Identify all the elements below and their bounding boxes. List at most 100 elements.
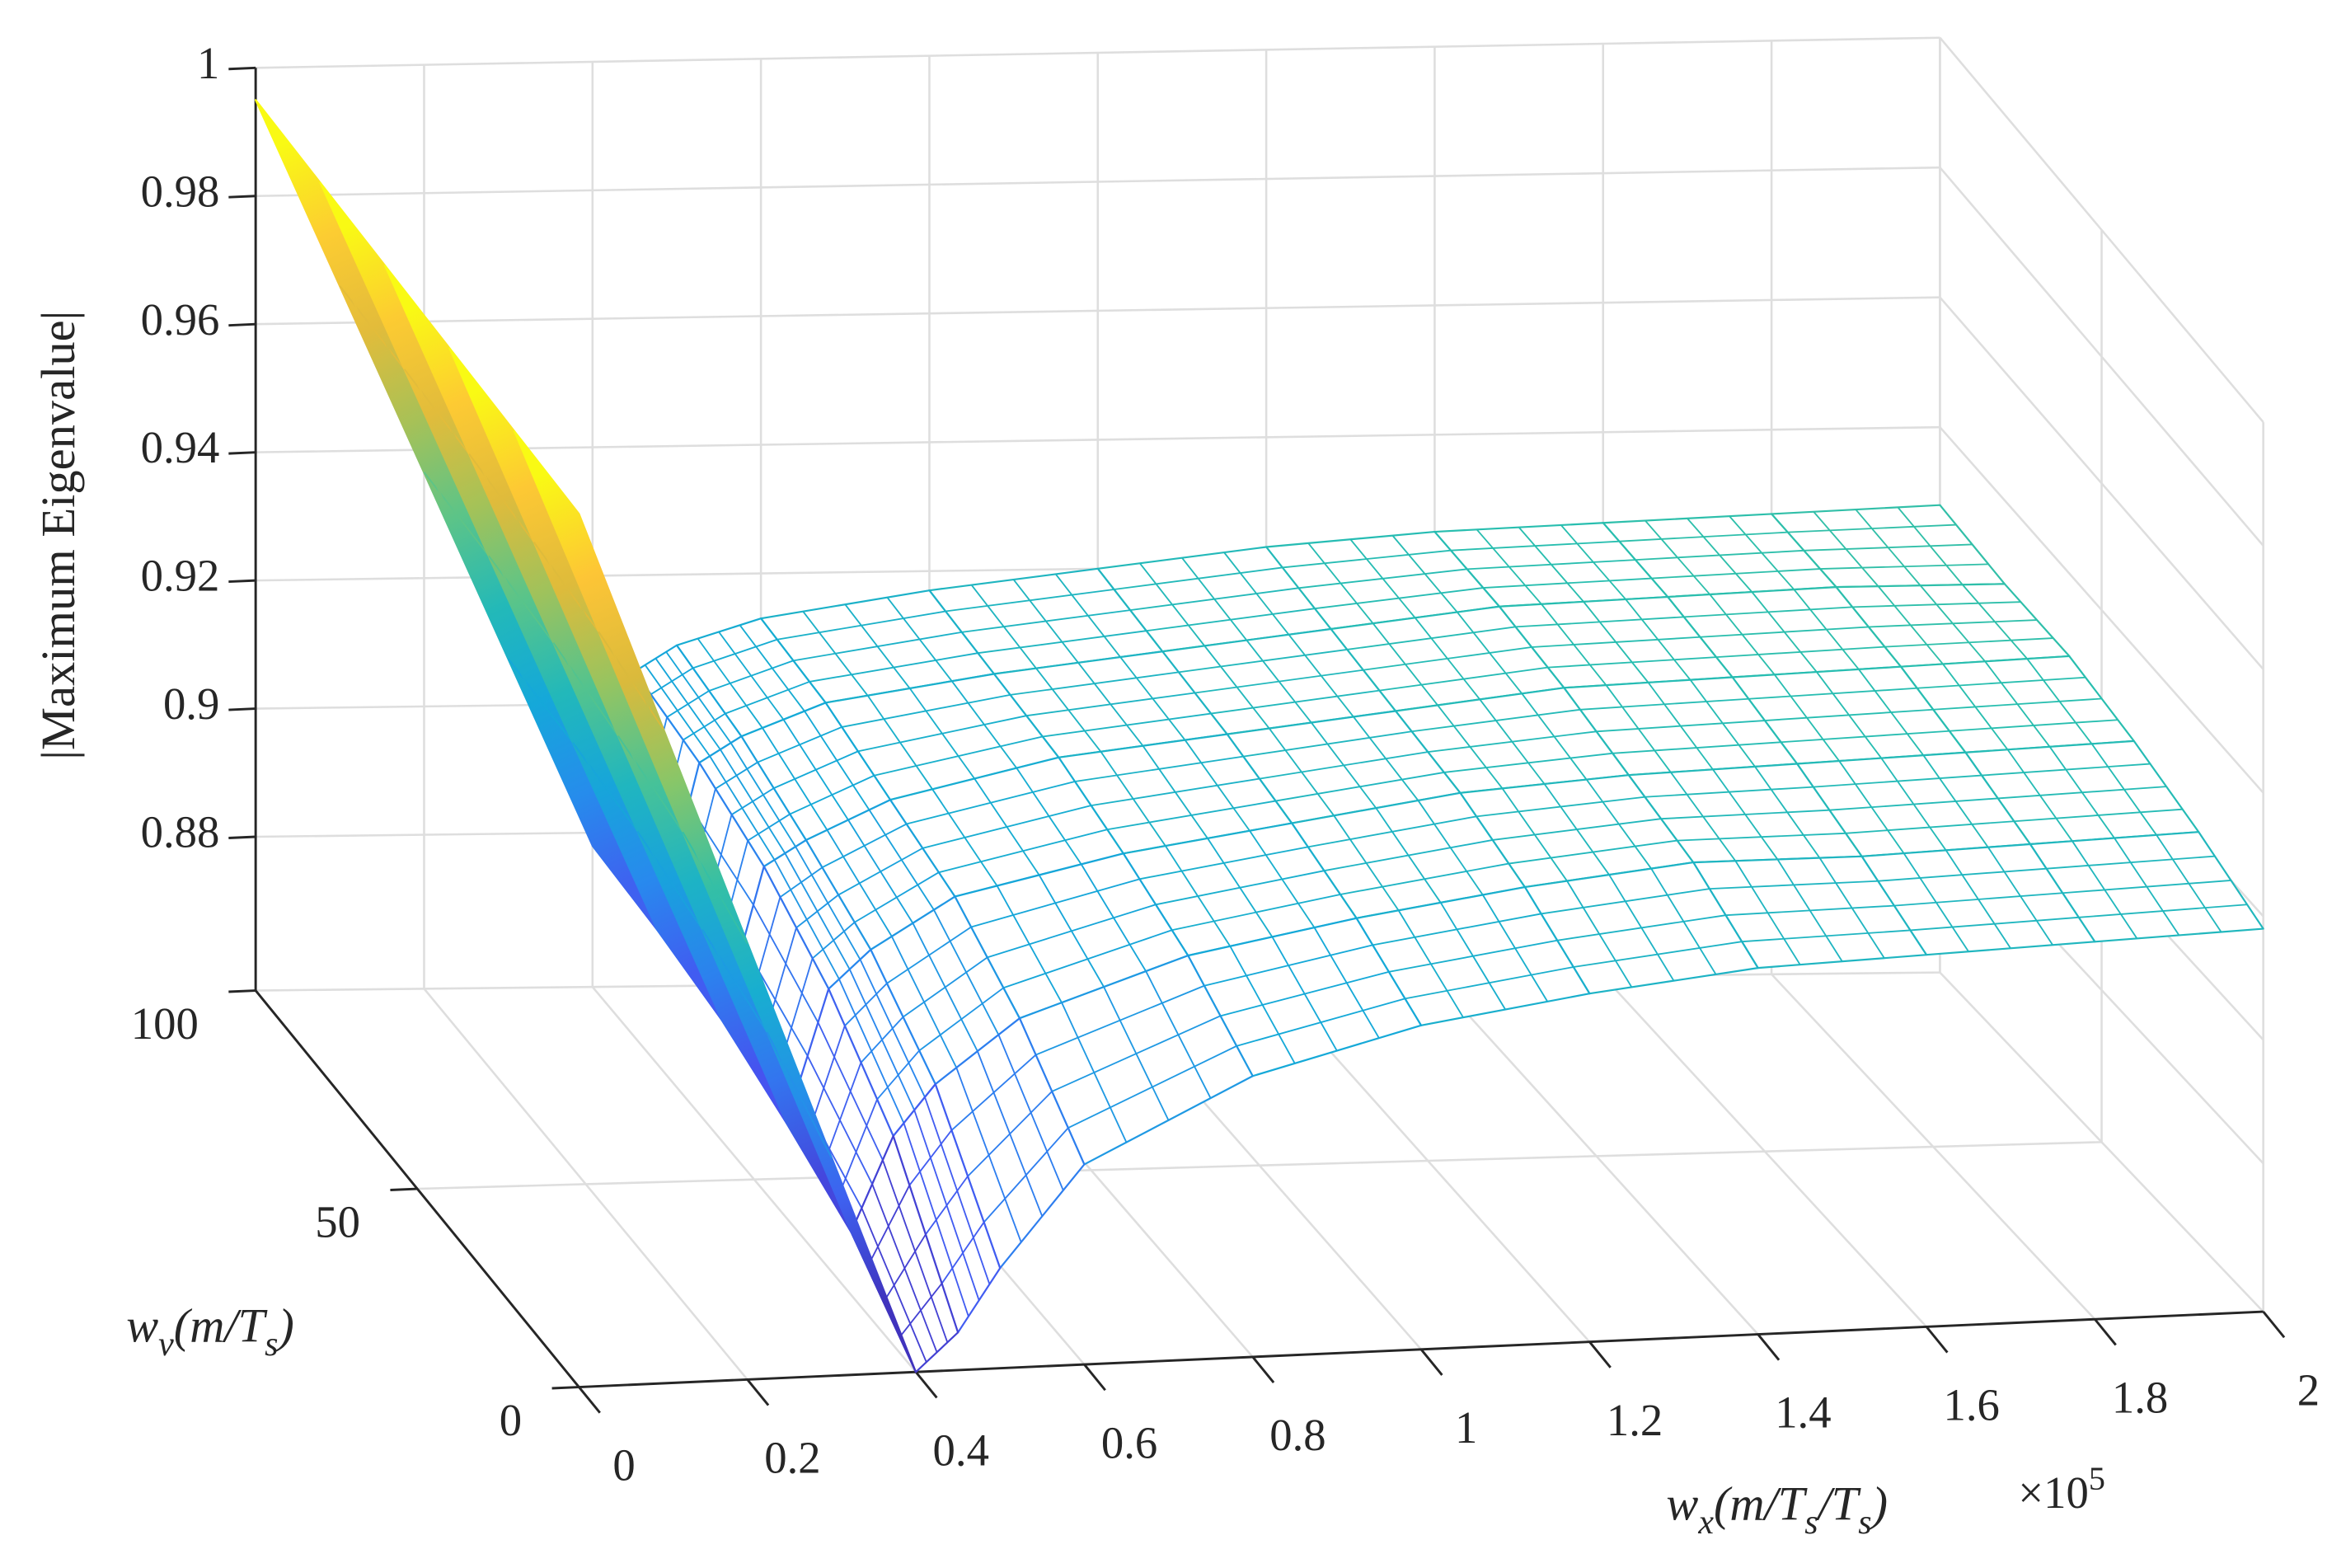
mesh-line (1585, 779, 1652, 870)
mesh-line (1091, 777, 1260, 807)
y-axis-line (255, 989, 580, 1388)
mesh-line (908, 1129, 953, 1186)
mesh-line (1650, 868, 1717, 975)
mesh-line (945, 589, 1114, 613)
z-tick-label: 0.98 (141, 166, 220, 216)
x-tick (2262, 1311, 2286, 1339)
mesh-line (1521, 692, 1588, 781)
grid-line (1939, 296, 2264, 670)
mesh-line (1660, 809, 1830, 820)
y-axis-label-part: (m/T (174, 1299, 268, 1353)
x-axis-label: wx(m/Ts/Ts) (1666, 1476, 1888, 1542)
mesh-line (1391, 535, 1458, 613)
mesh-line (1476, 796, 1645, 818)
mesh-line (857, 715, 1027, 753)
mesh-line (1223, 552, 1290, 636)
mesh-line (1016, 768, 1082, 865)
mesh-cell (1771, 504, 2006, 589)
mesh-line (860, 1016, 904, 1063)
mesh-line (1897, 506, 1964, 585)
mesh-line (731, 787, 775, 815)
mesh-line (1457, 612, 1523, 694)
mesh-line (481, 389, 820, 1178)
mesh-cell (1860, 843, 2096, 956)
mesh-cell (255, 99, 659, 931)
mesh-line (1051, 1015, 1221, 1092)
mesh-line (987, 904, 1157, 959)
mesh-cell (1563, 676, 1799, 777)
mesh-line (967, 1091, 1053, 1177)
mesh-line (1532, 636, 1701, 648)
mesh-line (1203, 944, 1373, 987)
x-tick (1419, 1348, 1443, 1376)
mesh-line (1114, 566, 1283, 590)
mesh-line (1411, 708, 1581, 733)
x-exponent: ×105 (2018, 1460, 2105, 1518)
mesh-line (1596, 720, 1765, 733)
mesh-line (708, 660, 794, 692)
mesh-line (1852, 601, 2021, 608)
mesh-cell (1291, 791, 1526, 919)
mesh-line (650, 667, 694, 696)
mesh-cell (1692, 855, 1928, 969)
mesh-line (2046, 855, 2215, 870)
mesh-cell (1187, 917, 1423, 1077)
mesh-line (779, 866, 823, 898)
mesh-line (400, 285, 739, 1047)
mesh-line (817, 1021, 884, 1161)
x-axis-label-part: ) (1870, 1476, 1888, 1530)
mesh-line (1388, 939, 1558, 973)
mesh-line (351, 223, 691, 975)
mesh-line (1324, 839, 1493, 872)
mesh-line (416, 306, 755, 1073)
x-tick-label: 1.2 (1607, 1395, 1663, 1445)
mesh-cell (2029, 831, 2264, 943)
mesh-line (1243, 730, 1412, 758)
y-axis-label-part: w (126, 1299, 158, 1353)
mesh-cell (892, 1083, 1002, 1334)
mesh-line (1709, 880, 1879, 890)
mesh-line (866, 1185, 911, 1268)
mesh-line (1818, 857, 1885, 959)
mesh-cell (319, 181, 723, 1021)
mesh-line (886, 597, 953, 682)
mesh-line (1054, 573, 1121, 658)
x-tick-label: 0 (612, 1440, 635, 1491)
x-tick (2094, 1318, 2117, 1346)
z-tick-label: 1 (197, 38, 219, 88)
x-tick (1757, 1333, 1781, 1361)
z-tick (228, 835, 256, 839)
mesh-line (838, 847, 923, 896)
x-tick-label: 1.4 (1775, 1387, 1831, 1438)
y-tick-label: 100 (131, 998, 199, 1049)
x-axis-label-part: s (1804, 1504, 1818, 1542)
mesh-line (997, 1034, 1064, 1191)
mesh-line (795, 846, 861, 960)
mesh-line (1689, 679, 1756, 768)
z-tick-label: 0.92 (141, 551, 220, 601)
mesh-line (804, 711, 870, 810)
mesh-line (924, 1096, 991, 1285)
mesh-line (1259, 751, 1429, 780)
mesh-line (757, 726, 842, 763)
x-axis-label-part: x (1697, 1504, 1714, 1542)
mesh-line (666, 690, 710, 718)
mesh-line (961, 609, 1131, 633)
mesh-line (1139, 846, 1308, 880)
mesh-line (1155, 870, 1325, 906)
x-tick (1588, 1340, 1612, 1368)
mesh-line (1560, 524, 1626, 600)
mesh-line (1492, 818, 1662, 841)
mesh-line (287, 141, 626, 889)
mesh-line (1878, 867, 2047, 882)
mesh-face (513, 430, 917, 1373)
mesh-cell (1330, 605, 1565, 712)
mesh-line (529, 451, 869, 1268)
surface (255, 99, 2264, 1373)
mesh-line (1451, 540, 1620, 552)
x-tick (578, 1386, 601, 1414)
z-tick (228, 579, 256, 584)
z-tick-label: 0.96 (141, 294, 220, 345)
mesh-line (1080, 863, 1147, 972)
